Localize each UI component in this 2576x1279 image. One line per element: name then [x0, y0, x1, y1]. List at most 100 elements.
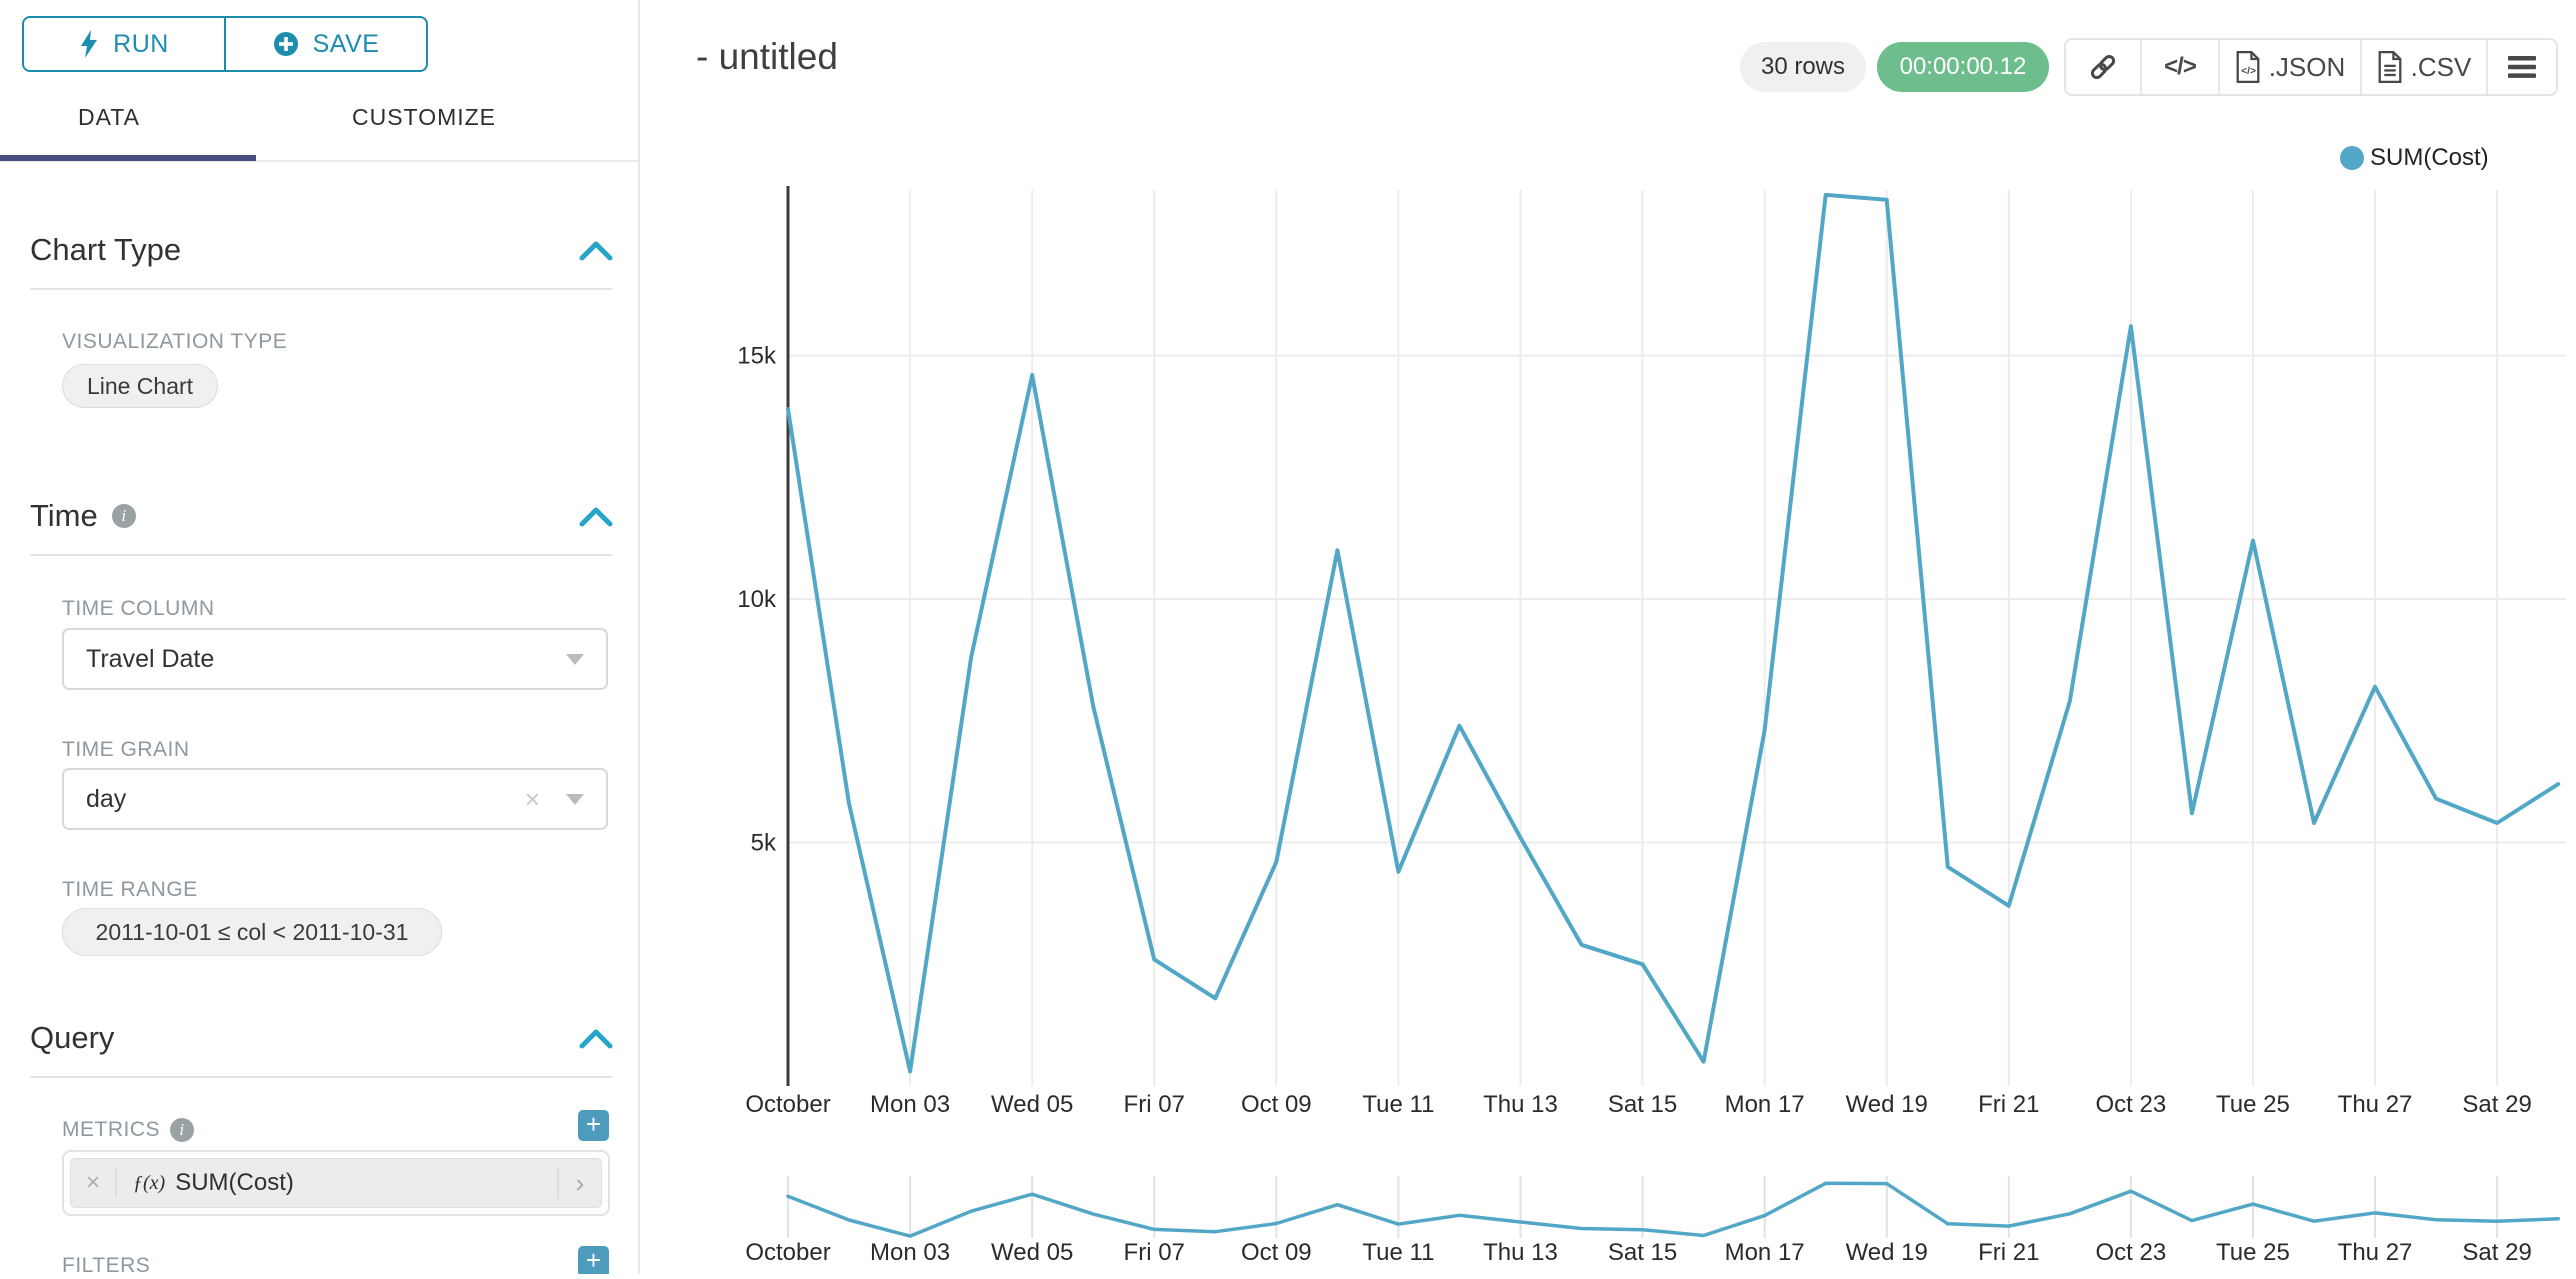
- y-axis-tick-label: 15k: [737, 343, 777, 370]
- x-axis-tick-label: Fri 07: [1124, 1091, 1185, 1118]
- x-axis-tick-label: Wed 05: [991, 1091, 1073, 1118]
- line-chart[interactable]: 5k 10k 15k October October Mon 03 Mon 03 Wed 05…: [640, 0, 2576, 1279]
- time-column-label: TIME COLUMN: [62, 597, 215, 620]
- x-axis-tick-label: Wed 19: [1846, 1091, 1928, 1118]
- brush-tick-label: Sat 29: [2462, 1239, 2531, 1266]
- metric-pill[interactable]: × ƒ(x) SUM(Cost) ›: [70, 1158, 602, 1208]
- section-title-query: Query: [30, 1020, 115, 1055]
- x-axis-tick-label: Oct 23: [2096, 1091, 2167, 1118]
- legend-series-label: SUM(Cost): [2370, 144, 2489, 171]
- csv-file-icon: [2378, 51, 2402, 83]
- control-panel: RUN SAVE DATA CUSTOMIZE Chart Type VISUA…: [0, 0, 640, 1274]
- info-icon[interactable]: i: [170, 1118, 194, 1142]
- chart-legend[interactable]: SUM(Cost): [2340, 144, 2489, 172]
- time-section-label: Time: [30, 498, 98, 533]
- section-title-chart-type: Chart Type: [30, 232, 182, 267]
- brush-tick-label: Tue 11: [1362, 1239, 1434, 1266]
- section-title-time: Time i: [30, 498, 136, 534]
- filters-label: FILTERS: [62, 1254, 151, 1274]
- brush-tick-label: Tue 25: [2216, 1239, 2290, 1266]
- x-axis-tick-label: Tue 25: [2216, 1091, 2290, 1118]
- brush-tick-label: Oct 09: [1241, 1239, 1312, 1266]
- run-save-button-group: RUN SAVE: [22, 16, 428, 72]
- brush-tick-label: Fri 21: [1978, 1239, 2039, 1266]
- time-grain-select[interactable]: day ×: [62, 768, 608, 830]
- collapse-chevron-icon[interactable]: [578, 1026, 614, 1052]
- brush-tick-label: Fri 07: [1124, 1239, 1185, 1266]
- x-axis-tick-label: Sat 15: [1608, 1091, 1677, 1118]
- csv-label: .CSV: [2410, 51, 2472, 82]
- tab-data[interactable]: DATA: [78, 104, 140, 130]
- time-grain-label: TIME GRAIN: [62, 738, 190, 761]
- section-divider: [30, 554, 612, 556]
- x-axis-tick-label: Thu 27: [2338, 1091, 2413, 1118]
- time-column-value: Travel Date: [86, 644, 215, 673]
- clear-icon[interactable]: ×: [524, 783, 540, 814]
- svg-text:</>: </>: [2241, 66, 2256, 77]
- tab-customize[interactable]: CUSTOMIZE: [352, 104, 497, 130]
- brush-tick-label: Sat 15: [1608, 1239, 1677, 1266]
- panel-tabs: DATA CUSTOMIZE: [0, 96, 638, 162]
- x-axis-tick-label: Mon 17: [1725, 1091, 1805, 1118]
- x-axis-tick-label: Fri 21: [1978, 1091, 2039, 1118]
- json-label: .JSON: [2268, 51, 2346, 82]
- chevron-down-icon: [566, 793, 584, 805]
- time-range-pill[interactable]: 2011-10-01 ≤ col < 2011-10-31: [62, 908, 442, 956]
- metrics-label: METRICS i: [62, 1118, 194, 1142]
- legend-series-dot: [2340, 146, 2364, 170]
- chart-svg-root: 5k 10k 15k October October Mon 03 Mon 03 Wed 05…: [737, 186, 2566, 1266]
- viz-type-pill[interactable]: Line Chart: [62, 364, 218, 408]
- remove-metric-icon[interactable]: ×: [71, 1169, 117, 1197]
- brush-tick-label: Wed 05: [991, 1239, 1073, 1266]
- run-button[interactable]: RUN: [24, 18, 224, 70]
- brush-series-line[interactable]: [786, 1181, 2560, 1238]
- time-grain-value: day: [86, 784, 127, 813]
- metrics-label-text: METRICS: [62, 1118, 160, 1141]
- time-range-label: TIME RANGE: [62, 878, 198, 901]
- y-axis-tick-label: 10k: [737, 586, 777, 613]
- main-series-line[interactable]: [786, 192, 2561, 1074]
- y-axis-tick-label: 5k: [751, 830, 777, 857]
- plus-circle-icon: [273, 32, 298, 56]
- collapse-chevron-icon[interactable]: [578, 504, 614, 530]
- share-link-button[interactable]: [2066, 40, 2140, 94]
- chart-menu-button[interactable]: [2486, 40, 2556, 94]
- code-icon: </>: [2164, 53, 2197, 80]
- query-timer-badge: 00:00:00.12: [1877, 42, 2049, 92]
- x-axis-tick-label: Oct 09: [1241, 1091, 1312, 1118]
- hamburger-menu-icon: [2508, 56, 2536, 78]
- json-file-icon: </>: [2236, 51, 2260, 83]
- x-axis-tick-label: Tue 11: [1362, 1091, 1434, 1118]
- add-metric-button[interactable]: +: [578, 1110, 609, 1141]
- brush-tick-label: Thu 27: [2338, 1239, 2413, 1266]
- x-axis-tick-label: October: [745, 1091, 830, 1118]
- save-button-label: SAVE: [312, 29, 380, 58]
- embed-code-button[interactable]: </>: [2140, 40, 2218, 94]
- brush-tick-label: Oct 23: [2096, 1239, 2167, 1266]
- export-json-button[interactable]: </> .JSON: [2218, 40, 2360, 94]
- collapse-chevron-icon[interactable]: [578, 238, 614, 264]
- brush-tick-label: October: [745, 1239, 830, 1266]
- brush-tick-label: Thu 13: [1483, 1239, 1558, 1266]
- brush-tick-label: Mon 03: [870, 1239, 950, 1266]
- metric-label: SUM(Cost): [175, 1169, 294, 1196]
- export-toolbar: </> </> .JSON .CSV: [2064, 38, 2558, 96]
- time-column-select[interactable]: Travel Date: [62, 628, 608, 690]
- chart-title[interactable]: - untitled: [696, 36, 838, 77]
- function-icon: ƒ(x): [133, 1171, 166, 1194]
- lightning-bolt-icon: [81, 30, 98, 58]
- brush-tick-label: Mon 17: [1725, 1239, 1805, 1266]
- run-button-label: RUN: [113, 29, 169, 58]
- info-icon[interactable]: i: [111, 504, 136, 528]
- add-filter-button[interactable]: +: [578, 1246, 609, 1274]
- row-count-badge: 30 rows: [1740, 42, 1866, 92]
- x-axis-tick-label: Sat 29: [2462, 1091, 2531, 1118]
- section-divider: [30, 288, 612, 290]
- active-tab-indicator: [0, 155, 256, 161]
- brush-tick-label: Wed 19: [1846, 1239, 1928, 1266]
- chevron-right-icon[interactable]: ›: [557, 1167, 601, 1199]
- x-axis-tick-label: Mon 03: [870, 1091, 950, 1118]
- export-csv-button[interactable]: .CSV: [2360, 40, 2486, 94]
- save-button[interactable]: SAVE: [224, 18, 426, 70]
